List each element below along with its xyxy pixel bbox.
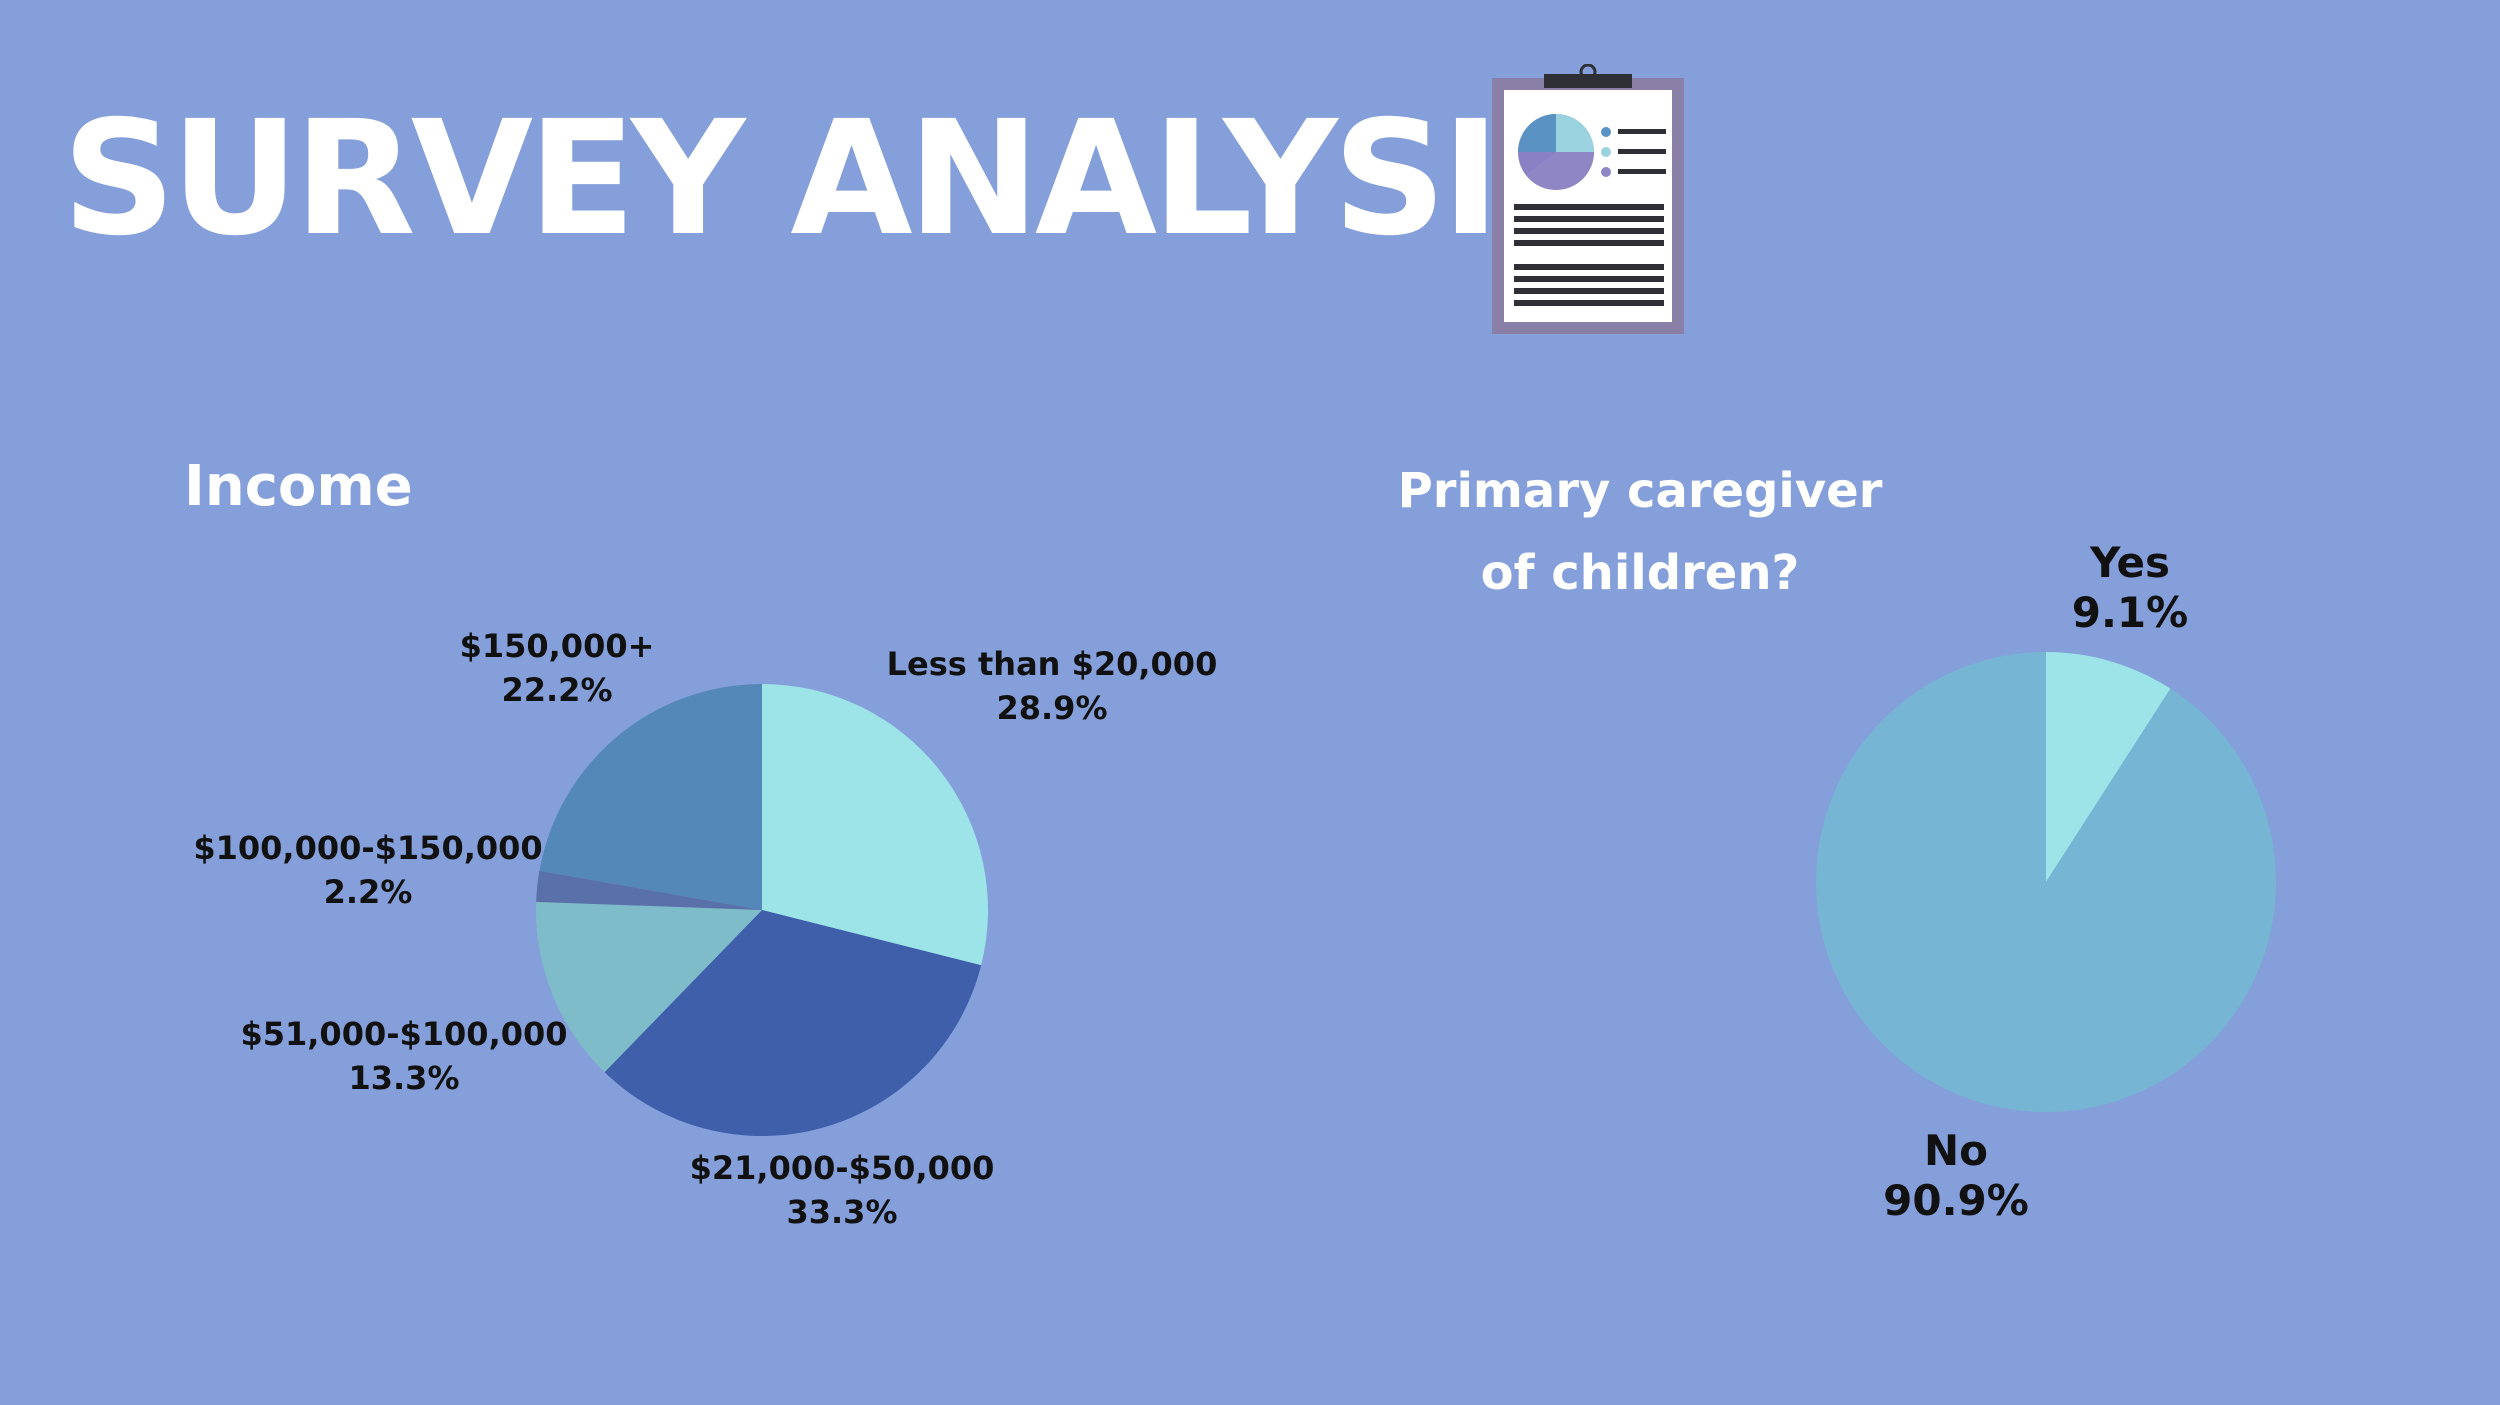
pie-slice-51-000-100-000 (536, 901, 762, 1073)
income-pie (536, 683, 988, 1136)
pie-slice-less-than-20-000 (762, 684, 988, 966)
pie-slice-150-000 (539, 683, 762, 910)
pie-slice-no (1815, 652, 2276, 1112)
slice-label-yes: Yes 9.1% (2071, 538, 2189, 637)
page-title: SURVEY ANALYSIS (62, 87, 1609, 271)
slice-label-less-than-20000: Less than $20,000 28.9% (886, 645, 1218, 727)
caregiver-title-line-2: of children? (1480, 545, 1800, 601)
caregiver-chart-title: Primary caregiver of children? (1300, 450, 1980, 614)
slice-label-no: No 90.9% (1883, 1126, 2029, 1225)
slice-label-100000-150000: $100,000-$150,000 2.2% (193, 829, 543, 911)
slice-label-51000-100000: $51,000-$100,000 13.3% (240, 1015, 568, 1097)
income-chart-title: Income (184, 454, 413, 519)
caregiver-title-line-1: Primary caregiver (1397, 463, 1883, 519)
pie-slice-yes (2046, 652, 2171, 882)
slice-label-21000-50000: $21,000-$50,000 33.3% (689, 1149, 995, 1231)
clipboard-report-icon (1492, 64, 1684, 334)
pie-slice-21-000-50-000 (604, 910, 982, 1136)
slice-label-150000-plus: $150,000+ 22.2% (459, 627, 655, 709)
caregiver-pie (1815, 652, 2276, 1112)
pie-slice-100-000-150-000 (536, 870, 762, 910)
